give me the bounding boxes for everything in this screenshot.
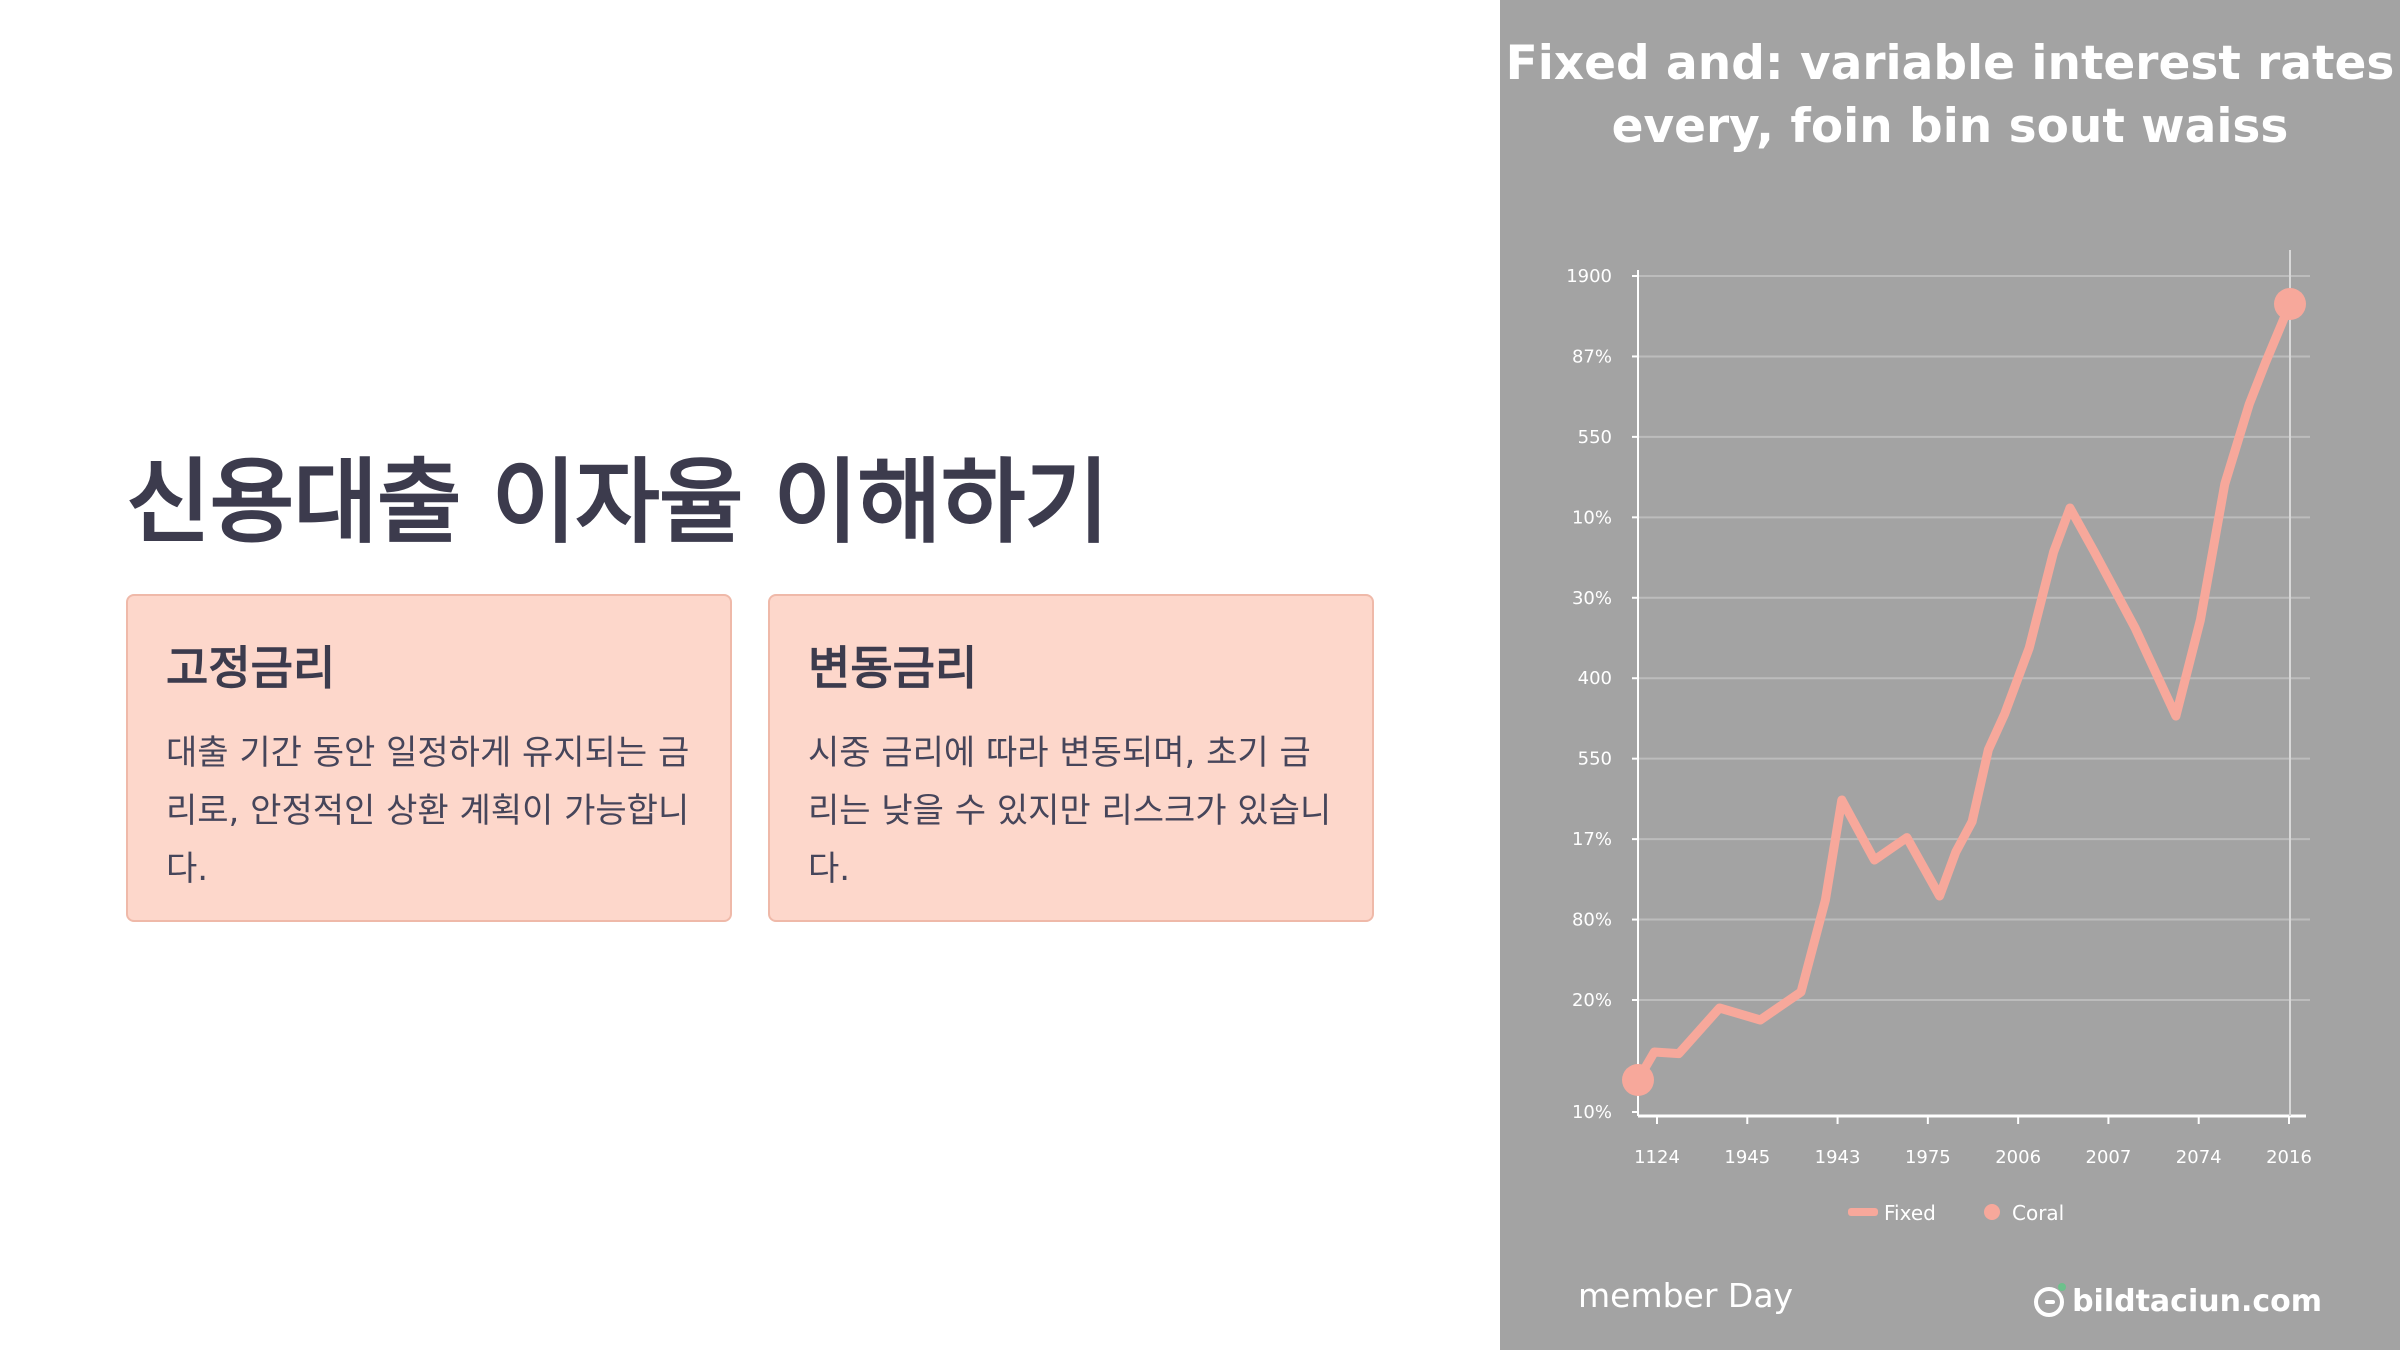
fixed-rate-card-title: 고정금리 xyxy=(166,641,336,695)
y-tick-label: 10% xyxy=(1572,507,1612,528)
x-tick-label: 2007 xyxy=(2086,1147,2132,1168)
variable-rate-card-title: 변동금리 xyxy=(808,641,978,695)
footer-brand: member Day xyxy=(1578,1276,1794,1315)
y-tick-label: 550 xyxy=(1578,427,1612,448)
chart-grid xyxy=(1638,275,2310,1001)
variable-rate-card-text: 시중 금리에 따라 변동되며, 초기 금리는 낮을 수 있지만 리스크가 있습니… xyxy=(808,733,1332,889)
footer-site-text: bildtaciun.com xyxy=(2072,1284,2322,1319)
x-tick-label: 1943 xyxy=(1815,1147,1861,1168)
variable-rate-card: 변동금리 시중 금리에 따라 변동되며, 초기 금리는 낮을 수 있지만 리스크… xyxy=(768,594,1374,922)
series-line-fixed xyxy=(1633,299,2295,1085)
fixed-rate-card: 고정금리 대출 기간 동안 일정하게 유지되는 금리로, 안정적인 상환 계획이… xyxy=(126,594,732,922)
legend-swatch-dot xyxy=(1984,1204,2000,1220)
y-tick-label: 20% xyxy=(1572,990,1612,1011)
y-axis-ticks: 1900 87% 550 10% 30% 400 550 17% 80% 20% 10% xyxy=(1566,266,1612,1123)
content-panel: 신용대출 이자율 이해하기 고정금리 대출 기간 동안 일정하게 유지되는 금리… xyxy=(126,449,1374,922)
y-tick-label: 10% xyxy=(1572,1102,1612,1123)
y-tick-label: 550 xyxy=(1578,749,1612,770)
y-tick-label: 80% xyxy=(1572,910,1612,931)
y-tick-label: 17% xyxy=(1572,829,1612,850)
chart-panel: Fixed and: variable interest rates every… xyxy=(1500,0,2400,1350)
legend-label-coral: Coral xyxy=(2012,1201,2064,1225)
site-logo-icon xyxy=(2034,1282,2067,1317)
y-tick-label: 30% xyxy=(1572,588,1612,609)
x-tick-label: 2074 xyxy=(2176,1147,2222,1168)
x-tick-label: 1124 xyxy=(1634,1147,1680,1168)
y-tick-label: 87% xyxy=(1572,346,1612,367)
x-tick-label: 1945 xyxy=(1724,1147,1770,1168)
footer-site: bildtaciun.com xyxy=(2034,1282,2322,1319)
chart-series xyxy=(1622,288,2306,1096)
legend-label-fixed: Fixed xyxy=(1884,1201,1936,1225)
legend-swatch-line xyxy=(1848,1208,1878,1216)
x-tick-label: 2006 xyxy=(1995,1147,2041,1168)
chart-title: Fixed and: variable interest rates every… xyxy=(1505,36,2395,154)
series-start-point xyxy=(1622,1064,1654,1096)
chart-legend: Fixed Coral xyxy=(1848,1201,2064,1225)
x-tick-label: 1975 xyxy=(1905,1147,1951,1168)
y-tick-label: 1900 xyxy=(1566,266,1612,287)
fixed-rate-card-text: 대출 기간 동안 일정하게 유지되는 금리로, 안정적인 상환 계획이 가능합니… xyxy=(166,733,690,889)
chart-axes xyxy=(1632,250,2306,1124)
y-tick-label: 400 xyxy=(1578,668,1612,689)
x-tick-label: 2016 xyxy=(2266,1147,2312,1168)
slide-title: 신용대출 이자율 이해하기 xyxy=(126,449,1109,556)
series-end-point xyxy=(2274,288,2306,320)
x-axis-ticks: 1124 1945 1943 1975 2006 2007 2074 2016 xyxy=(1634,1147,2312,1168)
